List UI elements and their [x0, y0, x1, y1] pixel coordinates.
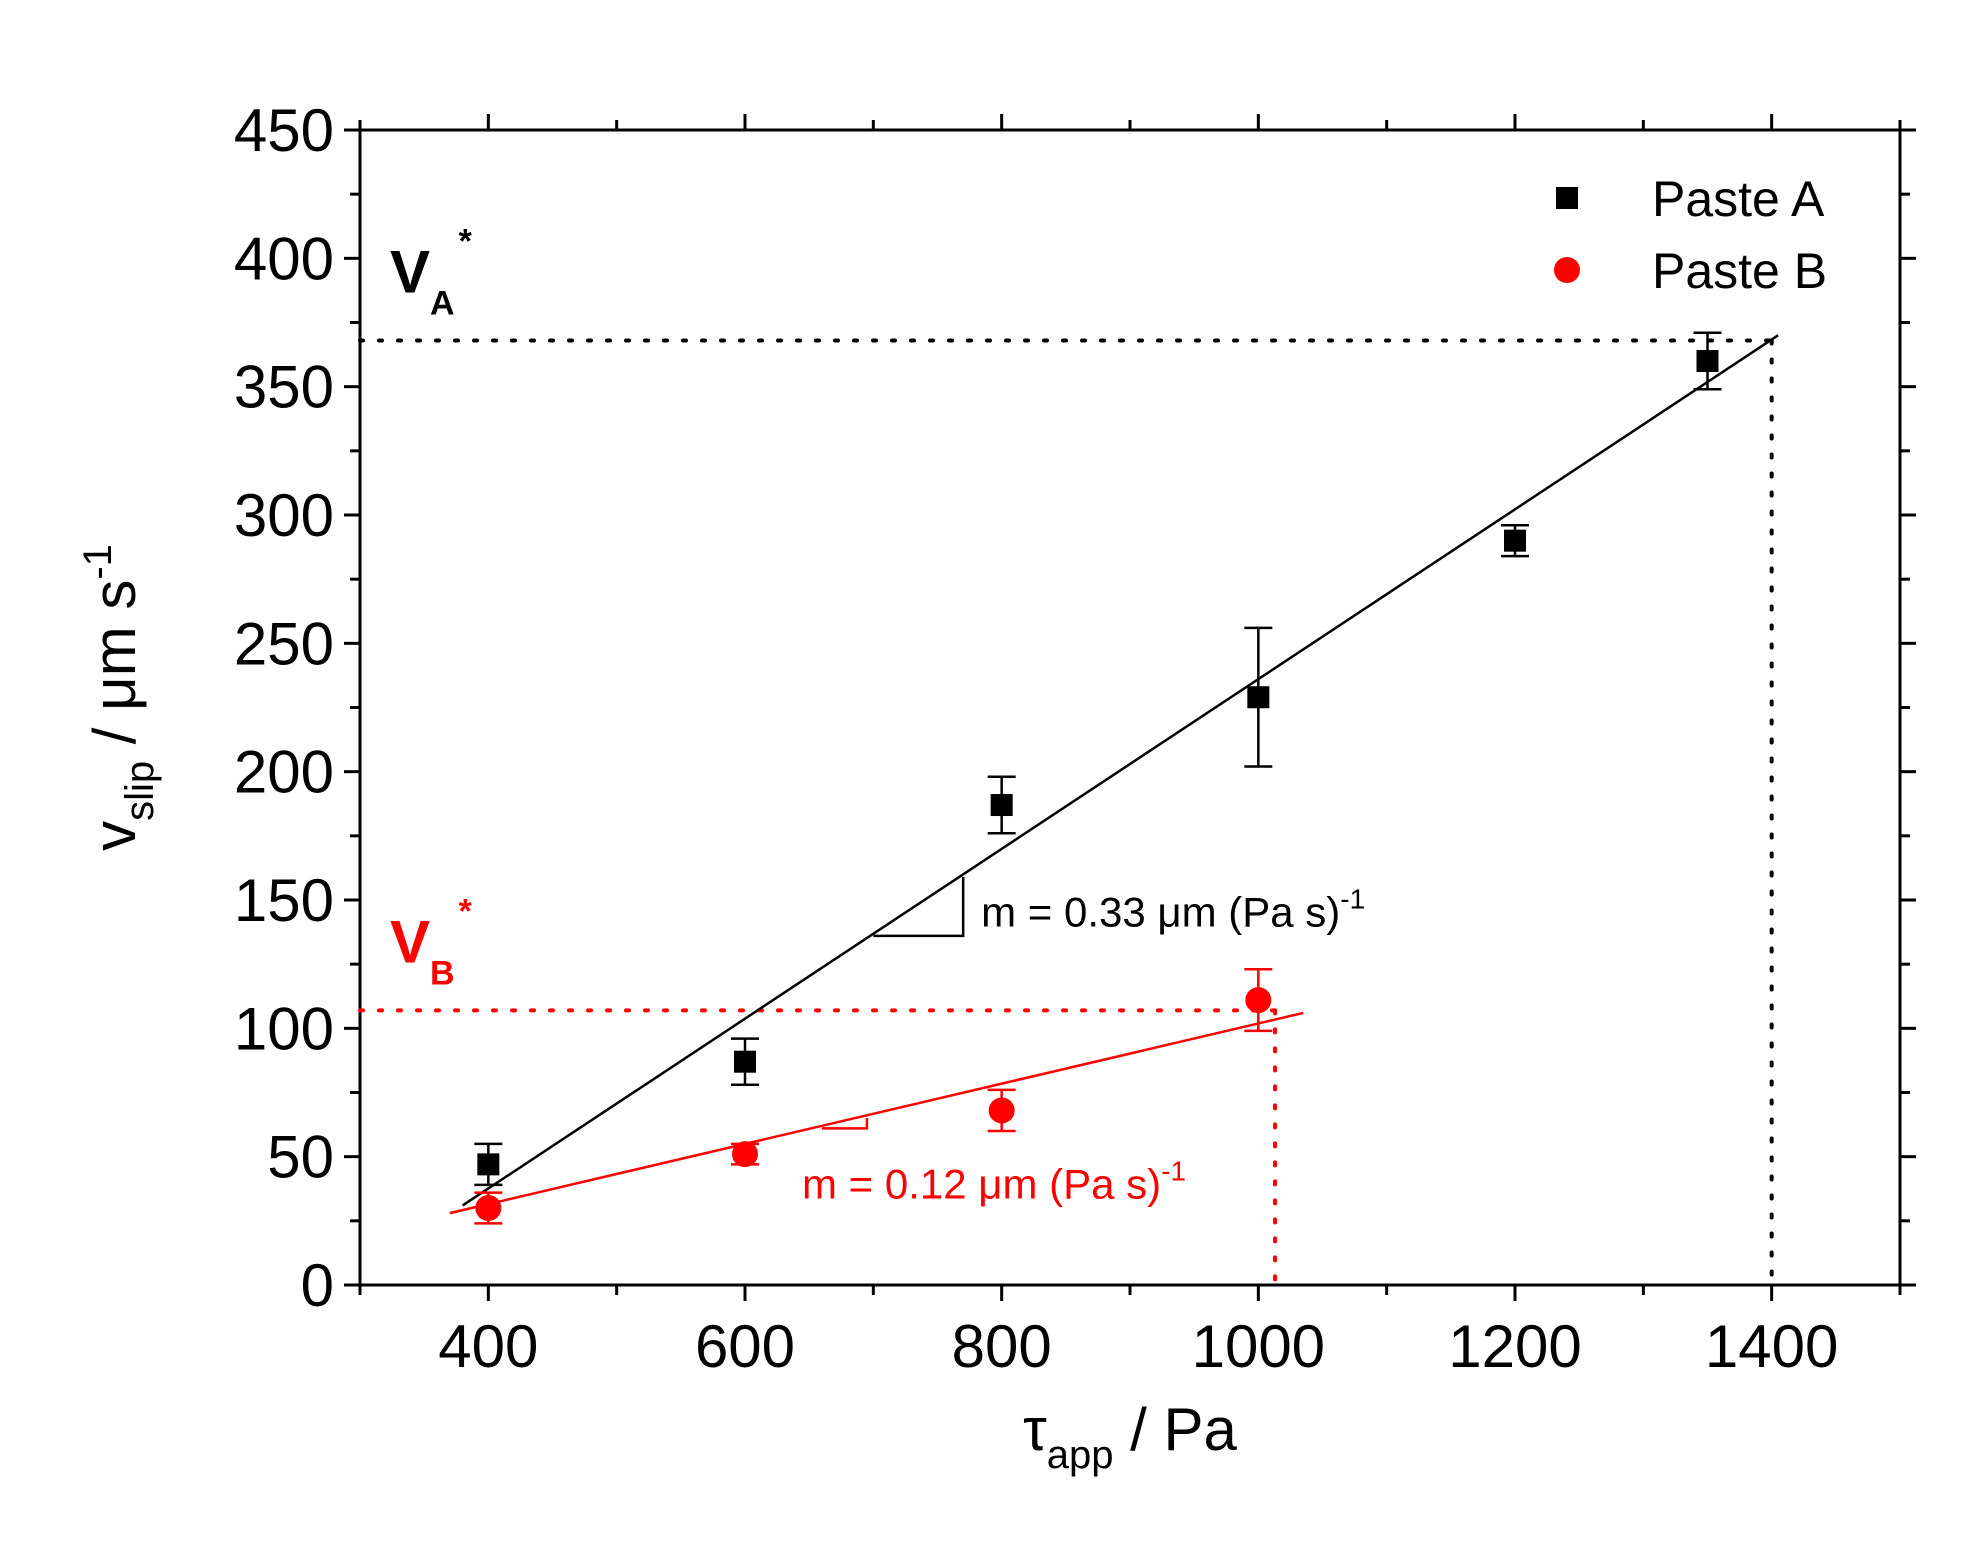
fit-line	[449, 1011, 1304, 1215]
slope-label-main: m = 0.33 μm (Pa s)	[981, 888, 1340, 935]
y-tick-label: 350	[234, 354, 334, 421]
data-point-paste-b	[988, 1097, 1015, 1124]
fit-lines	[449, 334, 1779, 1215]
legend-marker-square	[1556, 187, 1578, 209]
reference-label: VA*	[390, 222, 473, 322]
x-tick-label: 1400	[1705, 1313, 1838, 1380]
data-point-paste-a	[990, 794, 1013, 817]
reference-label-sub: B	[430, 954, 455, 992]
y-tick-label: 250	[234, 610, 334, 677]
data-markers	[475, 350, 1719, 1221]
y-tick-label: 50	[267, 1124, 334, 1191]
annotations: VA*VB* m = 0.33 μm (Pa s)-1m = 0.12 μm (P…	[390, 222, 1365, 1207]
y-tick-label: 450	[234, 97, 334, 164]
data-point-paste-a	[1504, 529, 1526, 552]
slope-triangle	[822, 1118, 869, 1130]
y-tick-label: 300	[234, 482, 334, 549]
fit-line	[461, 334, 1779, 1207]
error-bars	[474, 331, 1722, 1225]
x-tick-label: 1200	[1448, 1313, 1581, 1380]
reference-label-sup: *	[459, 222, 473, 260]
tick-labels: 400 600 800 1000 1200 1400 0 50 100 150 200 250 300 3…	[234, 97, 1839, 1380]
data-point-paste-b	[732, 1141, 758, 1168]
legend-label: Paste B	[1652, 243, 1827, 299]
reference-label-main: V	[390, 908, 430, 975]
y-axis-title-rest: / μm s	[81, 580, 148, 761]
y-axis-title: vslip / μm s-1	[76, 544, 162, 851]
reference-label-sup: *	[459, 892, 473, 930]
y-tick-label: 200	[234, 739, 334, 806]
legend-marker-circle	[1554, 257, 1580, 283]
x-tick-label: 800	[952, 1313, 1052, 1380]
plot-border	[358, 128, 1902, 1287]
slope-label: m = 0.12 μm (Pa s)-1	[802, 1155, 1186, 1207]
x-axis-title-sub: app	[1047, 1433, 1114, 1477]
y-tick-label: 0	[301, 1252, 334, 1319]
reference-label-main: V	[390, 238, 430, 305]
y-tick-label: 150	[234, 867, 334, 934]
y-axis-title-sup: -1	[76, 544, 120, 580]
data-point-paste-b	[475, 1195, 502, 1221]
data-point-paste-a	[477, 1153, 500, 1176]
y-tick-label: 100	[234, 995, 334, 1062]
data-point-paste-b	[1245, 987, 1272, 1014]
slope-label-sup: -1	[1161, 1155, 1186, 1186]
reference-label: VB*	[390, 892, 473, 992]
plot-frame	[358, 128, 1902, 1287]
x-axis-title-main: τ	[1023, 1396, 1047, 1463]
slope-label-main: m = 0.12 μm (Pa s)	[802, 1160, 1161, 1207]
slope-label-sup: -1	[1340, 883, 1365, 914]
legend: Paste A Paste B	[1554, 171, 1827, 299]
y-tick-label: 400	[234, 225, 334, 292]
y-axis-title-main: v	[81, 821, 148, 851]
y-axis-title-sub: slip	[118, 761, 162, 821]
x-tick-label: 600	[695, 1313, 795, 1380]
data-point-paste-a	[1247, 686, 1270, 709]
x-tick-label: 1000	[1192, 1313, 1325, 1380]
slope-label: m = 0.33 μm (Pa s)-1	[981, 883, 1365, 935]
data-point-paste-a	[734, 1050, 756, 1073]
reference-label-sub: A	[430, 284, 455, 322]
slope-triangle	[873, 876, 965, 938]
x-tick-label: 400	[438, 1313, 538, 1380]
data-point-paste-a	[1696, 350, 1719, 372]
x-axis-title-rest: / Pa	[1114, 1396, 1238, 1463]
reference-lines	[358, 338, 1774, 1287]
legend-label: Paste A	[1652, 171, 1825, 227]
axis-ticks	[344, 114, 1916, 1301]
x-axis-title: τapp / Pa	[1023, 1396, 1237, 1477]
